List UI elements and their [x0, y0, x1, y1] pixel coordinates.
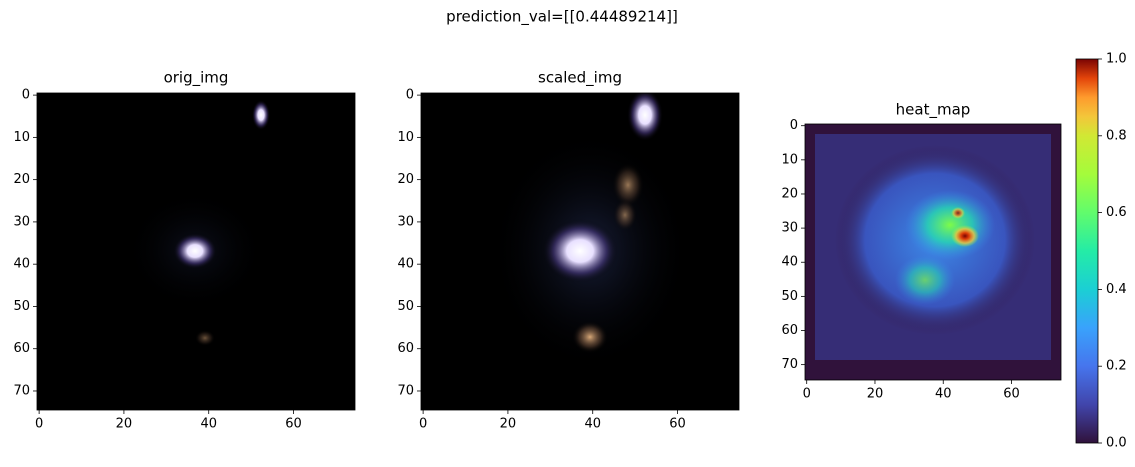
- colorbar-tick-label: 1.0: [1106, 52, 1127, 67]
- colorbar-tick-label: 0.0: [1106, 436, 1127, 451]
- y-tick-label: 70: [781, 357, 798, 372]
- colorbar-tick-label: 0.8: [1106, 128, 1127, 143]
- axes-frame: [420, 92, 740, 411]
- image: [421, 93, 739, 410]
- y-tick-label: 20: [397, 172, 414, 187]
- x-tick-label: 0: [35, 417, 43, 432]
- y-tick-label: 30: [397, 214, 414, 229]
- x-tick-label: 40: [200, 417, 217, 432]
- x-tick-label: 20: [116, 417, 133, 432]
- y-tick-label: 40: [13, 257, 30, 272]
- y-tick-label: 50: [397, 299, 414, 314]
- x-tick-label: 60: [1003, 387, 1020, 402]
- y-tick-label: 70: [13, 383, 30, 398]
- y-tick-label: 40: [397, 257, 414, 272]
- y-tick-label: 50: [781, 289, 798, 304]
- x-tick-label: 40: [584, 417, 601, 432]
- suptitle: prediction_val=[[0.44489214]]: [446, 8, 678, 27]
- y-tick-label: 60: [13, 341, 30, 356]
- axes-title: orig_img: [164, 69, 229, 88]
- y-tick-label: 0: [406, 88, 414, 103]
- axes-frame: [36, 92, 356, 411]
- x-tick-label: 20: [500, 417, 517, 432]
- x-tick-label: 0: [803, 387, 811, 402]
- x-tick-label: 20: [867, 387, 884, 402]
- axes-title: scaled_img: [538, 69, 622, 88]
- y-tick-label: 30: [13, 214, 30, 229]
- y-tick-label: 0: [790, 118, 798, 133]
- y-tick-label: 10: [13, 130, 30, 145]
- y-tick-label: 10: [397, 130, 414, 145]
- image: [37, 93, 355, 410]
- x-tick-label: 40: [935, 387, 952, 402]
- y-tick-label: 50: [13, 299, 30, 314]
- axes-title: heat_map: [896, 101, 971, 120]
- y-tick-label: 20: [13, 172, 30, 187]
- axes-frame: [804, 123, 1062, 381]
- x-tick-label: 60: [669, 417, 686, 432]
- y-tick-label: 10: [781, 152, 798, 167]
- y-tick-label: 20: [781, 186, 798, 201]
- y-tick-label: 60: [781, 323, 798, 338]
- x-tick-label: 0: [419, 417, 427, 432]
- heatmap-image: [805, 124, 1061, 380]
- colorbar-tick-label: 0.4: [1106, 282, 1127, 297]
- colorbar-tick-label: 0.6: [1106, 205, 1127, 220]
- y-tick-label: 40: [781, 255, 798, 270]
- y-tick-label: 60: [397, 341, 414, 356]
- colorbar-frame: [1075, 58, 1099, 444]
- x-tick-label: 60: [285, 417, 302, 432]
- y-tick-label: 70: [397, 383, 414, 398]
- colorbar: [1076, 59, 1098, 443]
- y-tick-label: 0: [22, 88, 30, 103]
- colorbar-tick-label: 0.2: [1106, 359, 1127, 374]
- y-tick-label: 30: [781, 221, 798, 236]
